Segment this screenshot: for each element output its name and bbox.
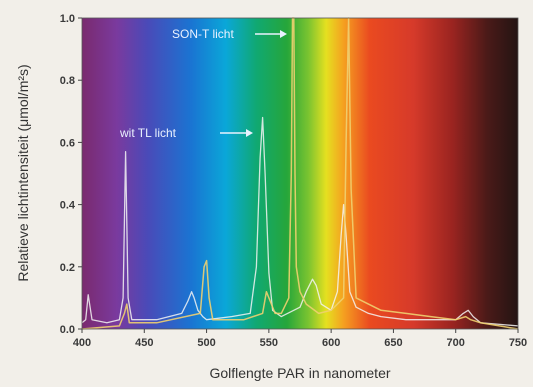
x-axis: 400 450 500 550 600 650 700 750 [73,329,527,349]
annotation-son-t-arrowhead [280,30,287,38]
x-axis-label: Golflengte PAR in nanometer [209,365,390,381]
y-tick-label: 0.2 [60,262,75,274]
y-tick-label: 0.0 [60,324,75,336]
annotation-wit-tl: wit TL licht [119,126,177,140]
x-tick-label: 750 [509,337,527,349]
x-tick-label: 650 [384,337,402,349]
y-tick-label: 0.8 [60,75,75,87]
y-tick-label: 1.0 [60,13,75,25]
x-tick-label: 700 [447,337,465,349]
x-tick-label: 600 [322,337,340,349]
x-tick-label: 450 [135,337,153,349]
annotation-wit-tl-arrowhead [246,129,253,137]
annotation-son-t: SON-T licht [172,27,234,41]
x-tick-label: 550 [260,337,278,349]
y-tick-label: 0.6 [60,137,75,149]
annotation-layer: SON-T licht wit TL licht [119,27,287,140]
plot-frame [81,17,519,330]
y-axis: 0.0 0.2 0.4 0.6 0.8 1.0 [60,13,82,336]
plot-background [82,18,518,329]
x-tick-label: 500 [197,337,215,349]
y-tick-label: 0.4 [60,200,76,212]
x-tick-label: 400 [73,337,91,349]
series-line-wit-tl-licht [81,116,519,327]
y-axis-label: Relatieve lichtintensiteit (μmol/m²s) [15,64,31,281]
